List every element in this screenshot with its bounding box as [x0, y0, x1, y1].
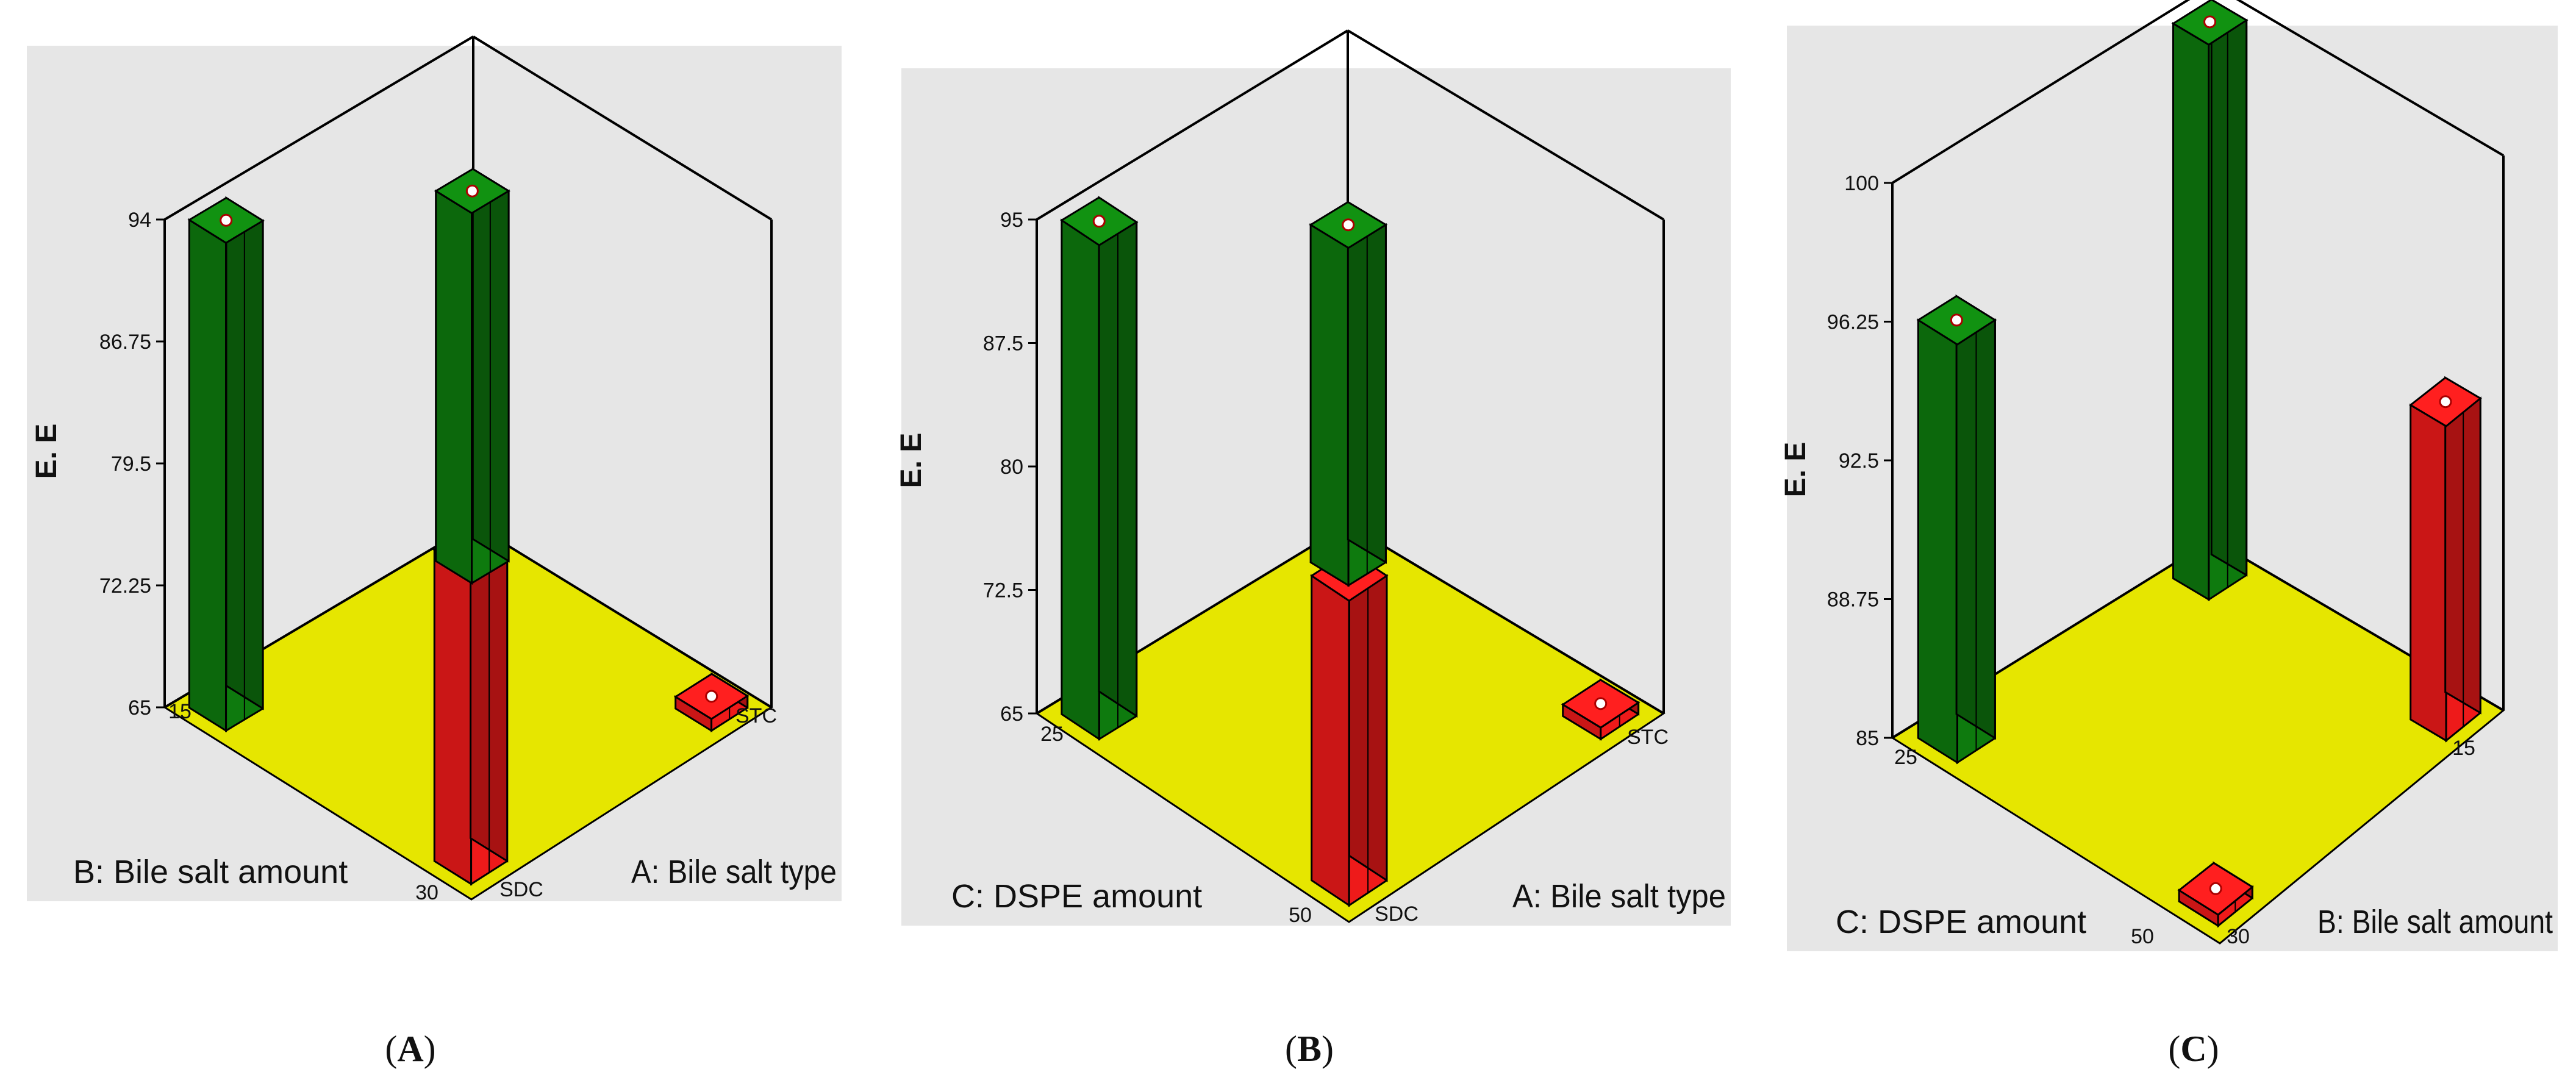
depth-factor-title: C: DSPE amount	[1836, 904, 2086, 940]
depth-level-label: 50	[2131, 925, 2154, 948]
y-tick-label: 86.75	[99, 330, 151, 354]
frame-line	[1036, 29, 1349, 221]
captions: (A) (B) (C)	[385, 1029, 2219, 1069]
bar-STC-15	[434, 167, 510, 585]
depth-level-label: 25	[1894, 746, 1917, 769]
x-level-label: SDC	[499, 878, 543, 901]
frame-line	[1347, 29, 1665, 221]
bar-left-face	[2172, 21, 2210, 601]
y-tick-label: 79.5	[111, 452, 151, 476]
x-level-label: STC	[735, 704, 777, 727]
y-axis-title: E. E	[895, 433, 928, 488]
panel-caption: (C)	[2168, 1029, 2219, 1069]
bar-30-50	[2177, 861, 2254, 928]
bar-left-face	[1061, 218, 1100, 741]
bar-15-50	[2409, 376, 2482, 743]
frame-line	[1891, 0, 2191, 184]
frame-line	[2236, 0, 2505, 157]
x-level-label: 30	[2227, 925, 2250, 948]
depth-level-label: 15	[168, 700, 191, 723]
caption-paren: )	[1322, 1029, 1334, 1069]
bar-right-face	[2210, 0, 2248, 577]
bar-30-25	[1916, 294, 1997, 765]
y-tick-label: 100	[1844, 172, 1879, 195]
design-point	[705, 690, 718, 703]
bar-left-face	[1311, 574, 1350, 907]
bar-STC-25	[1309, 200, 1388, 587]
caption-paren: )	[2207, 1029, 2219, 1069]
bar-SDC-50	[1309, 549, 1389, 907]
y-tick-label: 72.25	[99, 574, 151, 598]
y-tick-label: 87.5	[983, 332, 1023, 355]
design-point	[1092, 215, 1106, 228]
frame-line	[1347, 523, 1665, 715]
x-factor-title: B: Bile salt amount	[2317, 904, 2553, 940]
design-point	[465, 184, 479, 198]
caption-letter: B	[1297, 1029, 1322, 1069]
x-factor-title: A: Bile salt type	[1512, 878, 1726, 915]
bar-STC-50	[1561, 678, 1640, 741]
y-axis-title: E. E	[30, 424, 63, 479]
x-level-label: 15	[2452, 737, 2475, 760]
depth-factor-title: B: Bile salt amount	[73, 854, 348, 890]
frame-line	[163, 35, 474, 221]
bar-left-face	[2410, 403, 2447, 743]
bar-left-face	[188, 218, 227, 733]
x-factor-title: A: Bile salt type	[631, 854, 837, 890]
panel-caption: (B)	[1285, 1029, 1334, 1069]
panel-c: 85 88.75 92.5 96.25 100 E. E 30 15 25 50 B: Bile s…	[1780, 0, 2558, 951]
design-point	[2209, 882, 2222, 895]
y-axis-title: E. E	[1780, 442, 1812, 498]
bar-SDC-15	[187, 196, 265, 733]
y-tick-label: 96.25	[1827, 311, 1879, 334]
bar-left-face	[433, 548, 473, 886]
x-level-label: STC	[1627, 726, 1669, 749]
design-point	[1342, 218, 1355, 232]
bar-STC-30	[673, 672, 750, 733]
caption-letter: A	[397, 1029, 423, 1069]
design-point	[2439, 395, 2452, 409]
y-tick-label: 94	[128, 209, 151, 232]
frame-line	[472, 523, 773, 709]
panel-b: 65 72.5 80 87.5 95 E. E SDC STC 25 50 A: Bile salt…	[895, 29, 1731, 927]
panel-a: 65 72.25 79.5 86.75 94 E. E SDC STC 15 30 A: Bile …	[27, 35, 842, 904]
caption-letter: C	[2180, 1029, 2206, 1069]
panel-caption: (A)	[385, 1029, 435, 1069]
depth-level-label: 50	[1289, 904, 1312, 927]
depth-factor-title: C: DSPE amount	[951, 878, 1202, 915]
y-tick-label: 92.5	[1839, 449, 1879, 473]
design-point	[2203, 15, 2217, 29]
y-tick-label: 95	[1000, 209, 1023, 232]
bar-left-face	[435, 189, 473, 585]
design-point	[1594, 697, 1608, 710]
bar-SDC-25	[1060, 196, 1139, 741]
design-point	[1950, 313, 1963, 327]
frame-line	[472, 35, 773, 221]
y-tick-label: 65	[1000, 702, 1023, 726]
bar-left-face	[1917, 318, 1958, 765]
bar-15-25	[2171, 0, 2249, 602]
caption-paren: (	[2168, 1029, 2180, 1069]
y-tick-label: 72.5	[983, 579, 1023, 602]
caption-paren: )	[424, 1029, 436, 1069]
bar-left-face	[1309, 223, 1350, 587]
design-point	[220, 213, 233, 227]
caption-paren: (	[1285, 1029, 1297, 1069]
y-tick-label: 65	[128, 696, 151, 720]
y-tick-label: 85	[1856, 727, 1879, 750]
caption-paren: (	[385, 1029, 397, 1069]
y-tick-label: 80	[1000, 455, 1023, 479]
x-level-label: SDC	[1375, 902, 1419, 926]
y-tick-label: 88.75	[1827, 588, 1879, 612]
depth-level-label: 30	[415, 881, 438, 904]
depth-level-label: 25	[1040, 723, 1064, 746]
